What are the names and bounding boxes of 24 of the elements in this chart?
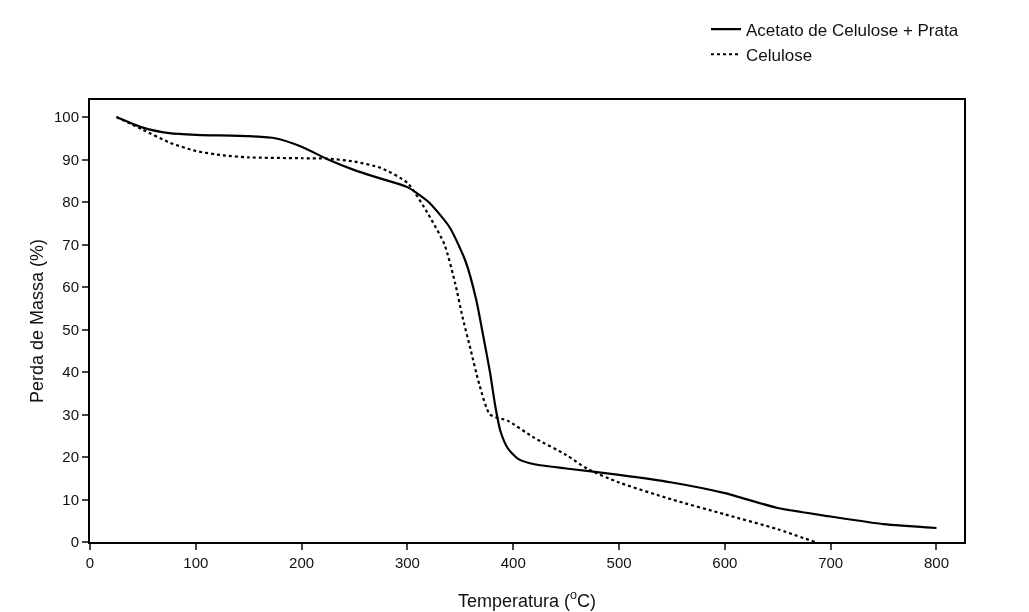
y-tick-label: 100 [53,108,79,126]
x-tick-label: 500 [606,554,632,571]
y-tick-label: 60 [62,278,79,296]
y-tick-label: 30 [62,405,79,423]
legend-label: Celulose [746,45,813,65]
y-tick-label: 80 [62,193,79,211]
x-tick-label: 0 [85,554,95,571]
y-tick-label: 40 [62,363,79,381]
x-tick-label: 200 [289,554,315,571]
y-tick-label: 0 [70,533,79,551]
x-axis-title: Temperatura ($^{o}$C) [457,588,597,611]
x-tick-label: 300 [394,554,420,571]
x-tick-label: 700 [818,554,844,571]
x-tick-label: 600 [712,554,738,571]
x-tick-label: 100 [183,554,209,571]
y-tick-label: 10 [62,490,79,508]
y-axis-title: Perda de Massa (%) [27,238,47,404]
y-tick-label: 20 [62,448,79,466]
legend-label: Acetato de Celulose + Prata [746,20,959,40]
x-tick-label: 400 [500,554,526,571]
x-tick-label: 800 [923,554,950,571]
y-tick-label: 50 [62,320,79,338]
y-tick-label: 90 [62,150,79,168]
y-tick-label: 70 [62,235,79,253]
